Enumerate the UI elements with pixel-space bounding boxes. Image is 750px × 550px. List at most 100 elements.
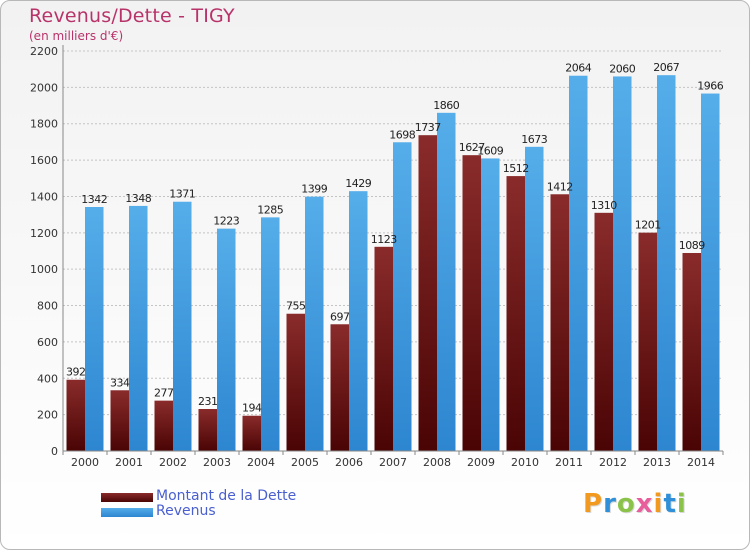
- axis-layer: 0 200 400 600 800 1000 1200 1400 1600 1800 2000 220…: [30, 45, 724, 469]
- bar-revenus: [173, 201, 192, 451]
- y-tick-label: 1800: [30, 118, 58, 131]
- bar-debt: [418, 135, 437, 451]
- data-label-debt: 1412: [547, 180, 573, 193]
- bar-revenus: [349, 191, 368, 451]
- logo-letter: r: [603, 489, 617, 519]
- bar-revenus: [701, 93, 720, 451]
- x-tick-label: 2009: [467, 456, 495, 469]
- data-label-revenus: 1429: [345, 177, 371, 190]
- data-label-revenus: 2060: [609, 62, 635, 75]
- data-label-revenus: 1673: [521, 133, 547, 146]
- bar-revenus: [613, 76, 632, 452]
- data-label-revenus: 1860: [433, 99, 459, 112]
- bar-revenus: [85, 207, 104, 451]
- bar-debt: [374, 246, 393, 451]
- logo-letter: x: [635, 489, 654, 519]
- bar-debt: [594, 212, 613, 451]
- bar-debt: [198, 409, 217, 451]
- data-label-revenus: 1285: [257, 203, 283, 216]
- data-label-debt: 755: [286, 300, 306, 313]
- data-label-revenus: 1371: [169, 188, 195, 201]
- data-label-debt: 1627: [459, 141, 485, 154]
- data-label-revenus: 1342: [81, 193, 107, 206]
- x-tick-label: 2000: [71, 456, 99, 469]
- bar-debt: [550, 194, 569, 452]
- data-label-revenus: 2064: [565, 62, 591, 75]
- bar-revenus: [129, 205, 148, 451]
- data-label-revenus: 1399: [301, 183, 327, 196]
- y-tick-label: 1400: [30, 190, 58, 203]
- bar-revenus: [657, 75, 676, 451]
- x-tick-label: 2002: [159, 456, 187, 469]
- bar-revenus: [261, 217, 280, 451]
- logo-letter: P: [583, 489, 604, 519]
- x-tick-label: 2001: [115, 456, 143, 469]
- bar-debt: [330, 324, 349, 451]
- y-tick-label: 400: [37, 372, 58, 385]
- data-label-revenus: 1348: [125, 192, 151, 205]
- legend-label-debt: Montant de la Dette: [156, 488, 297, 504]
- bar-debt: [286, 313, 305, 451]
- bar-debt: [682, 253, 701, 451]
- y-tick-label: 1600: [30, 154, 58, 167]
- bar-debt: [110, 390, 129, 451]
- data-label-revenus: 1698: [389, 128, 415, 141]
- bar-debt: [154, 400, 173, 451]
- data-label-debt: 392: [66, 366, 86, 379]
- logo-letter: o: [616, 489, 636, 519]
- data-label-debt: 1089: [679, 239, 705, 252]
- data-label-debt: 1201: [635, 219, 661, 232]
- data-label-revenus: 1223: [213, 215, 239, 228]
- y-tick-label: 0: [51, 445, 58, 458]
- y-tick-label: 1000: [30, 263, 58, 276]
- bar-revenus: [569, 75, 588, 452]
- data-label-debt: 194: [242, 402, 262, 415]
- x-tick-label: 2014: [687, 456, 715, 469]
- bar-revenus: [437, 112, 456, 452]
- bar-debt: [638, 232, 657, 451]
- y-tick-label: 200: [37, 409, 58, 422]
- logo-letter: i: [676, 489, 687, 519]
- data-label-debt: 1310: [591, 199, 617, 212]
- data-label-revenus: 1966: [697, 80, 723, 93]
- data-label-debt: 231: [198, 395, 218, 408]
- logo-letter: t: [663, 489, 677, 519]
- bar-debt: [462, 155, 481, 451]
- x-tick-label: 2011: [555, 456, 583, 469]
- legend-swatch-revenus: [101, 508, 153, 517]
- bar-revenus: [481, 158, 500, 452]
- x-tick-label: 2006: [335, 456, 363, 469]
- labels-layer: 392 1342 334 1348 277 1371 231 1223 194 1285 755 13…: [66, 61, 724, 415]
- y-tick-label: 800: [37, 300, 58, 313]
- y-tick-label: 600: [37, 336, 58, 349]
- data-label-debt: 697: [330, 310, 350, 323]
- chart-title: Revenus/Dette - TIGY: [29, 5, 235, 27]
- data-label-debt: 277: [154, 387, 174, 400]
- bars-layer: [66, 75, 720, 452]
- legend-label-revenus: Revenus: [156, 503, 216, 519]
- x-tick-label: 2003: [203, 456, 231, 469]
- y-tick-label: 2000: [30, 81, 58, 94]
- chart-subtitle: (en milliers d'€): [29, 29, 124, 43]
- x-tick-label: 2005: [291, 456, 319, 469]
- data-label-debt: 334: [110, 376, 130, 389]
- data-label-debt: 1123: [371, 233, 397, 246]
- bar-debt: [66, 379, 85, 451]
- data-label-revenus: 2067: [653, 61, 679, 74]
- logo-letter: i: [653, 489, 664, 519]
- x-tick-label: 2007: [379, 456, 407, 469]
- x-tick-label: 2012: [599, 456, 627, 469]
- bar-revenus: [525, 146, 544, 451]
- data-label-revenus: 1609: [477, 144, 503, 157]
- bar-revenus: [217, 228, 236, 451]
- bar-revenus: [305, 196, 324, 451]
- x-tick-label: 2004: [247, 456, 275, 469]
- data-label-debt: 1512: [503, 162, 529, 175]
- proxiti-logo: Proxiti: [583, 489, 687, 519]
- x-tick-label: 2008: [423, 456, 451, 469]
- legend-swatch-debt: [101, 493, 153, 502]
- data-label-debt: 1737: [415, 121, 441, 134]
- x-tick-label: 2013: [643, 456, 671, 469]
